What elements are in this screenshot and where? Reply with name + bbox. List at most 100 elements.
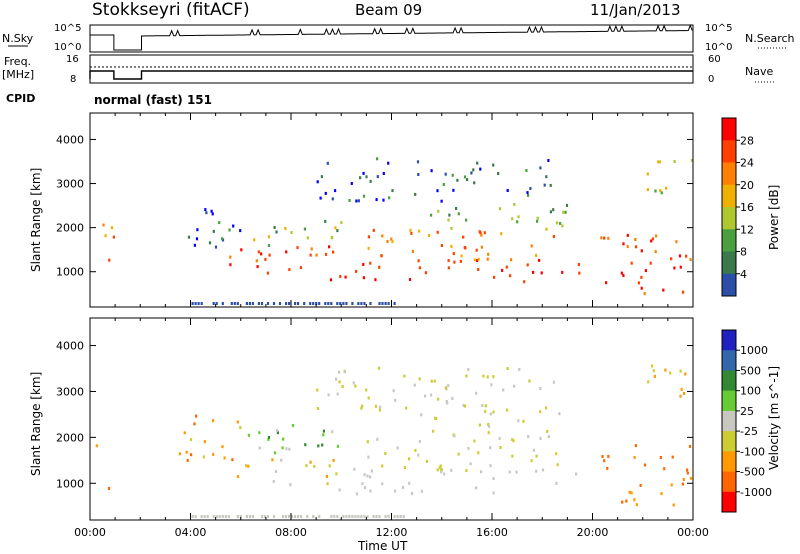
power-cell (440, 244, 443, 247)
velocity-cell (607, 454, 610, 458)
power-cell (552, 235, 555, 238)
velocity-cell (338, 380, 341, 384)
velocity-cell (212, 452, 215, 456)
velocity-colorbar-tick: 100 (740, 385, 761, 398)
power-cell (362, 263, 365, 266)
velocity-axes-frame (89, 317, 694, 521)
velocity-cell (541, 468, 545, 472)
velocity-colorbar: 1000 500 100 25 -25 -100 -500 -1000 (721, 329, 772, 513)
velocity-cell (282, 437, 285, 441)
power-cell (428, 234, 431, 237)
power-cell (315, 302, 318, 305)
power-cell (264, 257, 267, 261)
power-cell (369, 261, 372, 265)
velocity-colorbar-frame (721, 329, 737, 513)
velocity-cell (680, 387, 683, 391)
velocity-cell (328, 464, 331, 468)
power-cell (660, 191, 663, 195)
power-cell (344, 275, 347, 279)
power-cell (444, 172, 447, 176)
velocity-cell (492, 477, 495, 480)
velocity-cell (628, 490, 631, 494)
power-cell (510, 258, 513, 262)
velocity-cell (575, 472, 578, 476)
power-y-tick-label: 4000 (56, 133, 84, 146)
velocity-cell (535, 454, 538, 458)
power-cell (505, 265, 508, 269)
nsky-trace (89, 24, 693, 51)
power-cell (497, 172, 500, 175)
power-cell (473, 258, 476, 262)
power-cell (644, 269, 647, 273)
velocity-cell (309, 460, 312, 464)
time-tick-label: 20:00 (577, 526, 609, 539)
power-colorbar-tick: 8 (740, 246, 747, 259)
velocity-cell (393, 515, 396, 518)
velocity-cell (539, 387, 542, 390)
velocity-cell (403, 466, 406, 469)
power-cell (324, 302, 327, 305)
velocity-cell (418, 439, 421, 443)
velocity-cell (669, 371, 672, 375)
velocity-cell (475, 486, 478, 490)
velocity-cell (305, 464, 308, 468)
velocity-cell (247, 433, 250, 437)
velocity-cell (364, 486, 367, 490)
power-cell (390, 237, 393, 241)
power-cell (640, 275, 643, 279)
power-cell (290, 231, 293, 234)
velocity-cell (506, 408, 509, 412)
velocity-cell (361, 482, 364, 486)
velocity-cell (392, 389, 395, 393)
power-cell (462, 235, 465, 239)
velocity-cell (556, 463, 559, 467)
freq-unit-label: [MHz] (2, 68, 34, 81)
velocity-y-tick-label: 3000 (56, 385, 84, 398)
velocity-cell (190, 453, 193, 457)
velocity-cell (492, 491, 495, 495)
power-cell (386, 240, 389, 243)
power-cell (260, 252, 263, 256)
velocity-heatmap (95, 364, 693, 518)
power-cell (340, 221, 343, 225)
power-cell (318, 302, 321, 305)
power-cell (630, 261, 633, 265)
velocity-cell (289, 483, 292, 487)
power-cell (673, 160, 676, 163)
power-cell (288, 268, 291, 272)
power-colorbar-tick: 4 (740, 268, 747, 281)
velocity-cell (467, 446, 470, 450)
power-cell (480, 233, 483, 237)
velocity-cell (480, 470, 483, 474)
power-cell (375, 198, 378, 202)
velocity-cell (224, 515, 227, 518)
power-cell (540, 271, 543, 275)
velocity-cell (535, 469, 538, 473)
power-cell (267, 244, 271, 247)
velocity-cell (555, 452, 558, 456)
velocity-cell (326, 482, 329, 486)
power-cell (477, 257, 480, 261)
power-cell (478, 230, 481, 234)
velocity-cell (477, 451, 480, 455)
velocity-cell (469, 462, 472, 466)
power-cell (685, 254, 688, 258)
velocity-cell (342, 515, 345, 518)
power-cell (418, 229, 421, 233)
velocity-cell (285, 515, 288, 518)
power-cell (516, 220, 519, 224)
velocity-cell (396, 515, 399, 518)
power-y-tick-label: 2000 (56, 222, 84, 235)
velocity-cell (679, 369, 682, 373)
power-cell (355, 199, 358, 203)
power-y-tick-label: 3000 (56, 178, 84, 191)
power-cell (456, 178, 459, 182)
velocity-cell (353, 467, 356, 471)
velocity-colorbar-segment (722, 330, 736, 351)
velocity-cell (367, 455, 370, 459)
power-cell (330, 302, 333, 305)
velocity-cell (417, 453, 420, 457)
power-cell (275, 230, 278, 234)
freq-axis-bottom: 8 (70, 74, 76, 85)
power-axes-frame (89, 112, 694, 308)
